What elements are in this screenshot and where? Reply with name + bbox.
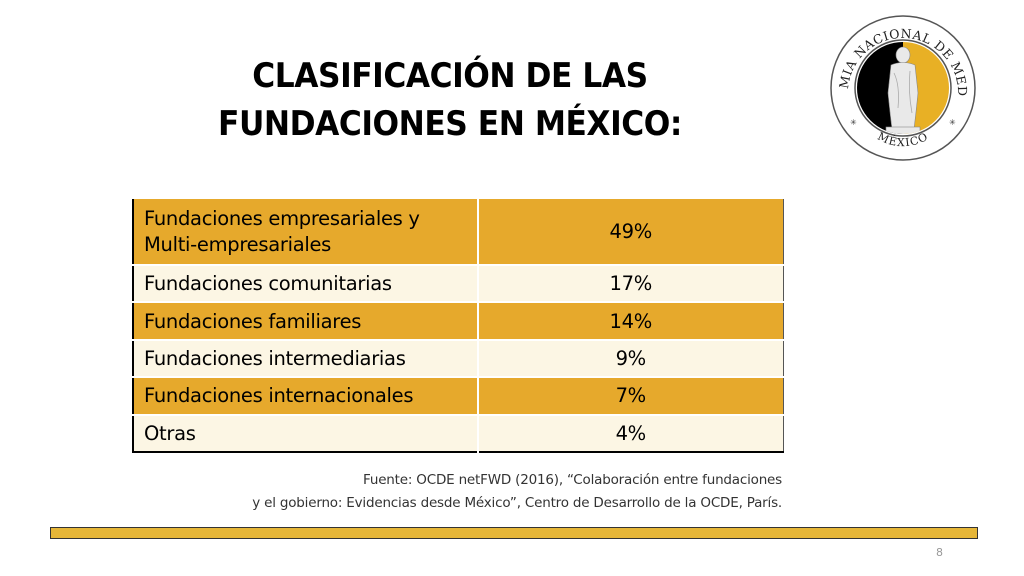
table-row: Fundaciones empresariales y Multi-empres…: [133, 199, 784, 265]
academia-logo: ACADEMIA NACIONAL DE MEDICINA MÉXICO ✳ ✳: [828, 13, 976, 161]
footer-bar: [50, 527, 978, 539]
table-row: Fundaciones familiares 14%: [133, 301, 784, 340]
title-line-2: FUNDACIONES EN MÉXICO:: [218, 104, 682, 144]
row-label: Otras: [133, 413, 478, 452]
row-label: Fundaciones intermediarias: [133, 338, 478, 378]
table-row: Otras 4%: [133, 413, 784, 452]
logo-star-icon: ✳: [850, 118, 857, 127]
row-value: 7%: [476, 376, 784, 415]
source-citation: Fuente: OCDE netFWD (2016), “Colaboració…: [222, 469, 782, 515]
row-value: 17%: [476, 263, 784, 303]
table-row: Fundaciones intermediarias 9%: [133, 338, 784, 378]
row-value: 9%: [476, 338, 784, 378]
row-label: Fundaciones comunitarias: [133, 263, 478, 303]
row-value: 49%: [476, 199, 784, 265]
row-value: 4%: [476, 413, 784, 452]
foundation-classification-table: Fundaciones empresariales y Multi-empres…: [132, 199, 784, 453]
logo-star-icon: ✳: [949, 118, 956, 127]
row-value: 14%: [476, 301, 784, 340]
page-number: 8: [936, 546, 943, 559]
row-label: Fundaciones internacionales: [133, 376, 478, 415]
table-row: Fundaciones internacionales 7%: [133, 376, 784, 415]
row-label: Fundaciones familiares: [133, 301, 478, 340]
svg-text:MÉXICO: MÉXICO: [875, 130, 930, 150]
title-line-1: CLASIFICACIÓN DE LAS: [252, 56, 648, 96]
logo-bottom-text: MÉXICO: [875, 130, 929, 150]
source-line-1: Fuente: OCDE netFWD (2016), “Colaboració…: [363, 472, 782, 488]
slide-title: CLASIFICACIÓN DE LAS FUNDACIONES EN MÉXI…: [174, 52, 726, 148]
table-row: Fundaciones comunitarias 17%: [133, 263, 784, 303]
row-label: Fundaciones empresariales y Multi-empres…: [133, 199, 478, 265]
source-line-2: y el gobierno: Evidencias desde México”,…: [252, 495, 782, 511]
